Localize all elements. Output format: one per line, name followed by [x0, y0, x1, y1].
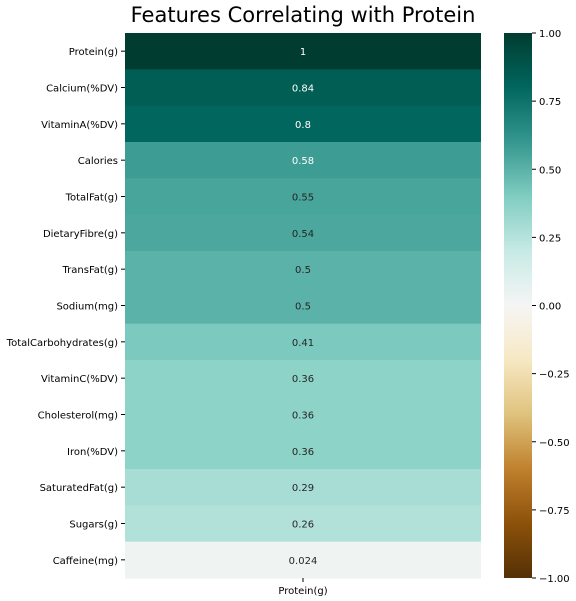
- row-label: DietaryFibre(g): [43, 229, 118, 240]
- row-label: VitaminA(%DV): [41, 120, 118, 131]
- chart-title: Features Correlating with Protein: [131, 3, 476, 27]
- row-label: Caffeine(mg): [53, 556, 118, 567]
- cell-value-label: 0.36: [292, 411, 314, 422]
- cell-value-label: 0.5: [295, 302, 311, 313]
- colorbar-tick-label: −0.25: [539, 370, 570, 381]
- colorbar-tick-label: 1.00: [539, 29, 561, 40]
- heatmap-cell: [125, 251, 481, 288]
- colorbar-tick-label: 0.75: [539, 97, 561, 108]
- heatmap-cell: [125, 214, 481, 252]
- heatmap-cell: [125, 432, 481, 470]
- cell-value-label: 0.55: [292, 193, 314, 204]
- cell-value-label: 0.84: [292, 84, 314, 95]
- row-label: Cholesterol(mg): [38, 411, 118, 422]
- column-labels: Protein(g): [278, 578, 328, 597]
- cell-value-label: 0.29: [292, 483, 314, 494]
- heatmap-cells: 1 0.84 0.8 0.58 0.55 0.54 0.5 0.5 0.41 0.36 0.36 0.…: [125, 33, 481, 579]
- cell-value-label: 0.58: [292, 156, 314, 167]
- row-label: TotalCarbohydrates(g): [6, 338, 118, 349]
- cell-value-label: 0.024: [289, 556, 318, 567]
- row-label: VitaminC(%DV): [41, 374, 118, 385]
- column-label: Protein(g): [278, 586, 327, 597]
- cell-value-label: 0.41: [292, 338, 314, 349]
- cell-value-label: 0.26: [292, 520, 314, 531]
- cell-value-label: 0.36: [292, 447, 314, 458]
- colorbar-tick-label: 0.50: [539, 165, 561, 176]
- row-labels: Protein(g) Calcium(%DV) VitaminA(%DV) Calor…: [6, 47, 125, 567]
- heatmap-cell: [125, 33, 481, 70]
- row-label: TotalFat(g): [65, 193, 118, 204]
- colorbar-tick-label: 0.00: [539, 302, 561, 313]
- row-label: SaturatedFat(g): [40, 483, 119, 494]
- row-label: Calcium(%DV): [46, 84, 118, 95]
- row-label: Sodium(mg): [56, 302, 118, 313]
- colorbar-tick-label: 0.25: [539, 233, 561, 244]
- cell-value-label: 0.54: [292, 229, 314, 240]
- colorbar-gradient: [504, 33, 532, 578]
- heatmap-cell: [125, 178, 481, 216]
- heatmap-cell: [125, 323, 481, 361]
- heatmap-cell: [125, 105, 481, 143]
- heatmap-cell: [125, 360, 481, 397]
- heatmap-cell: [125, 505, 481, 543]
- cell-value-label: 0.36: [292, 374, 314, 385]
- heatmap-cell: [125, 142, 481, 179]
- colorbar-tick-label: −1.00: [539, 574, 570, 585]
- cell-value-label: 1: [300, 47, 306, 58]
- heatmap-cell: [125, 469, 481, 506]
- row-label: Sugars(g): [69, 520, 118, 531]
- row-label: TransFat(g): [62, 265, 119, 276]
- colorbar-tick-label: −0.50: [539, 438, 570, 449]
- heatmap-cell: [125, 396, 481, 434]
- heatmap-cell: [125, 541, 481, 579]
- colorbar: 1.00 0.75 0.50 0.25 0.00 −0.25 −0.50 −0.75 −1.00: [504, 29, 570, 585]
- heatmap-cell: [125, 69, 481, 107]
- cell-value-label: 0.8: [295, 120, 311, 131]
- colorbar-tick-label: −0.75: [539, 506, 570, 517]
- cell-value-label: 0.5: [295, 265, 311, 276]
- row-label: Calories: [78, 156, 118, 167]
- row-label: Iron(%DV): [67, 447, 118, 458]
- row-label: Protein(g): [69, 47, 118, 58]
- heatmap-cell: [125, 287, 481, 325]
